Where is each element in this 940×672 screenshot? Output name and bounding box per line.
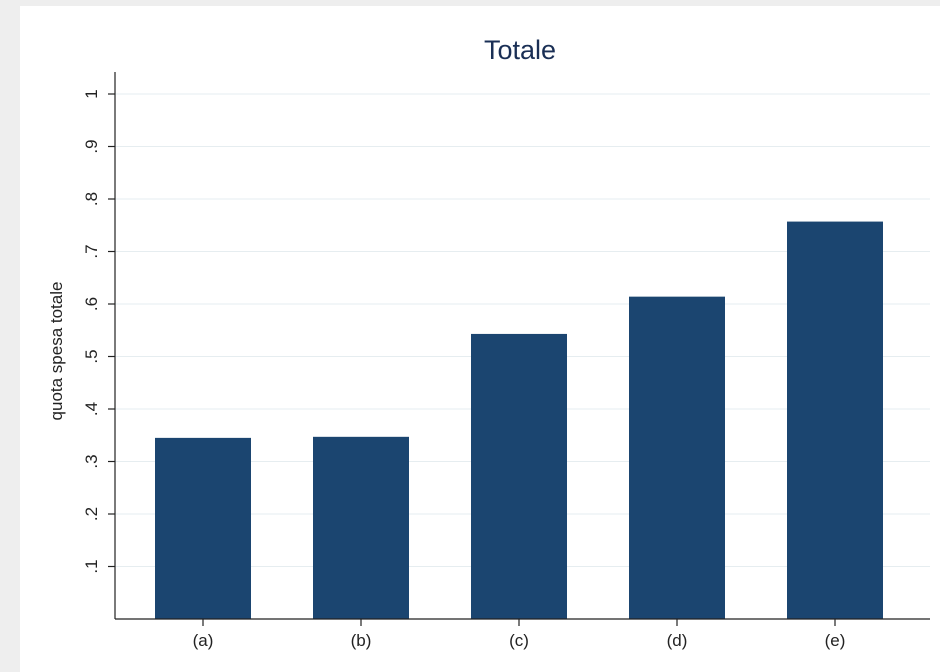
y-tick-label: .2 — [82, 507, 101, 521]
y-tick-label: .8 — [82, 192, 101, 206]
y-axis-label: quota spesa totale — [47, 282, 66, 421]
x-tick-label: (c) — [509, 631, 529, 650]
y-tick-label: 1 — [82, 89, 101, 98]
y-tick-label: .6 — [82, 297, 101, 311]
bar-a — [155, 437, 251, 619]
axes: .1 .2 .3 .4 .5 .6 .7 .8 .9 1 (a) (b) (c) (d) (e) — [82, 72, 930, 650]
bars — [155, 221, 883, 619]
y-tick-label: .4 — [82, 402, 101, 416]
x-tick-label: (a) — [193, 631, 214, 650]
y-tick-label: .7 — [82, 244, 101, 258]
chart-title: Totale — [484, 35, 556, 65]
y-tick-label: .3 — [82, 454, 101, 468]
y-tick-label: .5 — [82, 349, 101, 363]
bar-e — [787, 221, 883, 619]
x-tick-label: (e) — [825, 631, 846, 650]
bar-c — [471, 333, 567, 619]
y-tick-label: .9 — [82, 139, 101, 153]
bar-d — [629, 296, 725, 619]
x-tick-label: (b) — [351, 631, 372, 650]
bar-b — [313, 436, 409, 619]
y-tick-label: .1 — [82, 559, 101, 573]
x-tick-label: (d) — [667, 631, 688, 650]
chart-frame: Totale .1 .2 .3 .4 .5 .6 .7 .8 .9 1 (a) (b) (c) (d) (e… — [20, 6, 940, 672]
bar-chart: Totale .1 .2 .3 .4 .5 .6 .7 .8 .9 1 (a) (b) (c) (d) (e… — [47, 35, 930, 650]
